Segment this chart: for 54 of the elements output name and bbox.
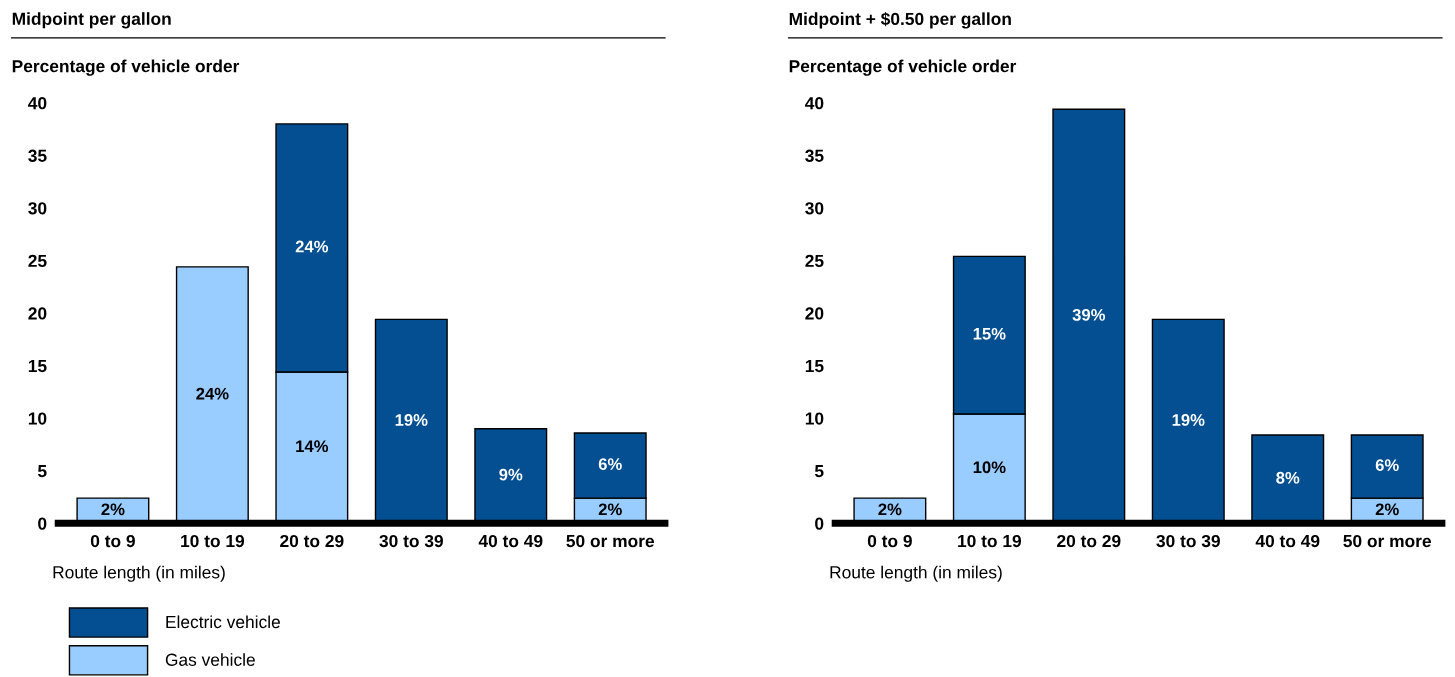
x-tick-label: 0 to 9	[90, 534, 135, 548]
x-tick-label: 40 to 49	[478, 534, 543, 548]
y-tick-label: 40	[28, 97, 47, 110]
data-label: 8%	[1276, 471, 1300, 484]
y-tick-label: 40	[805, 97, 824, 110]
data-label: 2%	[878, 503, 902, 516]
y-tick-label: 30	[28, 202, 47, 215]
y-tick-label: 20	[28, 307, 47, 320]
data-label: 10%	[973, 461, 1006, 474]
y-tick-label: 35	[28, 149, 47, 162]
y-tick-label: 10	[28, 412, 47, 425]
y-tick-label: 0	[815, 517, 824, 530]
data-label: 14%	[296, 440, 329, 453]
data-label: 24%	[196, 387, 229, 400]
x-tick-label: 30 to 39	[379, 534, 443, 548]
x-tick-label: 30 to 39	[1156, 534, 1220, 548]
data-label: 2%	[101, 503, 125, 516]
y-tick-label: 5	[814, 465, 824, 478]
data-label: 6%	[1375, 459, 1399, 472]
y-tick-label: 35	[805, 149, 824, 162]
data-label: 24%	[295, 240, 329, 253]
data-label: 2%	[598, 503, 622, 516]
x-axis-title: Route length (in miles)	[830, 565, 1002, 582]
y-tick-label: 5	[37, 465, 47, 478]
y-tick-label: 15	[805, 360, 824, 373]
x-tick-label: 0 to 9	[867, 534, 912, 548]
y-tick-label: 15	[28, 360, 47, 373]
data-label: 19%	[1172, 414, 1205, 426]
x-tick-label: 10 to 19	[181, 534, 245, 548]
x-tick-label: 40 to 49	[1255, 534, 1320, 548]
y-tick-label: 0	[38, 517, 47, 530]
y-axis-title: Percentage of vehicle order	[789, 59, 1017, 76]
data-label: 15%	[973, 327, 1006, 340]
x-tick-label: 10 to 19	[958, 534, 1022, 548]
y-tick-label: 30	[805, 202, 824, 215]
data-label: 2%	[1375, 503, 1399, 516]
y-tick-label: 25	[28, 254, 47, 268]
legend-label: Electric vehicle	[166, 615, 280, 629]
data-label: 9%	[499, 468, 523, 481]
x-tick-label: 20 to 29	[280, 534, 344, 548]
x-tick-label: 20 to 29	[1057, 534, 1121, 548]
y-tick-label: 20	[805, 307, 824, 320]
data-label: 6%	[598, 458, 622, 470]
chart-title: Midpoint per gallon	[12, 12, 171, 29]
x-axis-title: Route length (in miles)	[53, 565, 225, 582]
x-tick-label: 50 or more	[1343, 534, 1431, 548]
legend-label: Gas vehicle	[165, 653, 255, 666]
y-axis-title: Percentage of vehicle order	[12, 59, 240, 76]
y-tick-label: 25	[805, 254, 824, 268]
data-label: 39%	[1072, 308, 1106, 321]
chart-title: Midpoint + $0.50 per gallon	[789, 12, 1011, 29]
x-tick-label: 50 or more	[566, 534, 655, 548]
y-tick-label: 10	[805, 412, 824, 425]
data-label: 19%	[395, 414, 428, 426]
